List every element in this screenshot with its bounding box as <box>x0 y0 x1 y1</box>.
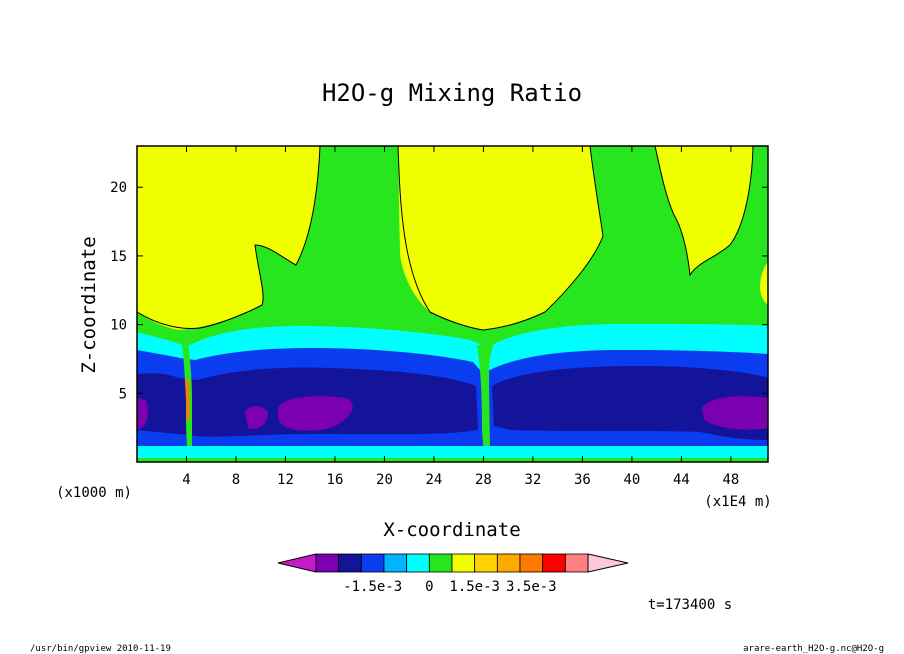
contour-line <box>654 146 754 277</box>
contour-line <box>397 146 604 331</box>
x-tick-label: 24 <box>426 472 443 488</box>
colorbar-swatch <box>383 553 408 573</box>
time-label: t=173400 s <box>648 597 732 613</box>
x-tick-label: 16 <box>327 472 344 488</box>
footer-left: /usr/bin/gpview 2010-11-19 <box>30 644 171 654</box>
contour-line <box>137 146 321 329</box>
x-tick-label: 8 <box>232 472 240 488</box>
x-unit-label: (x1000 m) <box>56 485 132 501</box>
colorbar-swatch <box>428 553 453 573</box>
x-tick-label: 28 <box>475 472 492 488</box>
plume-center-green <box>477 345 494 458</box>
upper-yellow-edge <box>760 262 768 305</box>
x-axis-label: X-coordinate <box>383 519 520 541</box>
colorbar-swatch <box>338 553 362 573</box>
chart-title: H2O-g Mixing Ratio <box>322 79 582 107</box>
colorbar-low-arrow <box>277 553 317 573</box>
colorbar-swatch <box>406 553 430 573</box>
colorbar-labels: -1.5e-3 0 1.5e-3 3.5e-3 <box>343 579 556 595</box>
colorbar-swatch <box>542 553 566 573</box>
x-tick-label: 48 <box>722 472 739 488</box>
y-tick-label: 20 <box>110 180 127 196</box>
x-tick-label: 20 <box>376 472 393 488</box>
plume-left-core <box>185 380 190 420</box>
navy-layer-right <box>492 366 768 440</box>
colorbar-swatch <box>451 553 476 573</box>
ground-cyan-band <box>137 446 768 458</box>
colorbar-swatch <box>315 553 340 573</box>
colorbar-label: 3.5e-3 <box>506 579 557 595</box>
x-scale-label: (x1E4 m) <box>704 494 771 510</box>
x-tick-label: 4 <box>182 472 190 488</box>
colorbar-swatch <box>474 553 498 573</box>
purple-core-small <box>245 406 268 430</box>
x-tick-label: 40 <box>623 472 640 488</box>
colorbar-swatch <box>360 553 385 573</box>
y-tick-label: 10 <box>110 318 127 334</box>
colorbar-high-arrow <box>587 553 629 573</box>
colorbar-swatch <box>519 553 544 573</box>
y-axis-label: Z-coordinate <box>78 236 100 373</box>
contour-field <box>137 146 768 462</box>
colorbar-label: 1.5e-3 <box>449 579 500 595</box>
x-tick-label: 36 <box>574 472 591 488</box>
plot-frame <box>136 145 769 463</box>
purple-core-right <box>702 396 768 430</box>
ground-green-band <box>137 458 768 462</box>
y-axis-ticks: 5 10 15 20 <box>110 180 768 402</box>
upper-yellow-right <box>655 146 753 275</box>
upper-yellow-center <box>398 146 603 330</box>
colorbar <box>277 553 629 573</box>
upper-yellow-left <box>137 146 320 330</box>
y-tick-label: 15 <box>110 249 127 265</box>
x-tick-label: 44 <box>673 472 690 488</box>
colorbar-swatch <box>496 553 521 573</box>
purple-core-edge <box>137 398 148 430</box>
x-tick-label: 32 <box>524 472 541 488</box>
colorbar-label: -1.5e-3 <box>343 579 402 595</box>
x-axis-ticks: 4 8 12 16 20 24 28 32 36 40 44 48 <box>182 146 739 488</box>
x-tick-label: 12 <box>277 472 294 488</box>
footer-right: arare-earth_H2O-g.nc@H2O-g <box>743 644 884 654</box>
colorbar-swatch <box>564 553 589 573</box>
colorbar-label: 0 <box>425 579 433 595</box>
y-tick-label: 5 <box>119 386 127 402</box>
purple-core-left <box>278 396 353 431</box>
